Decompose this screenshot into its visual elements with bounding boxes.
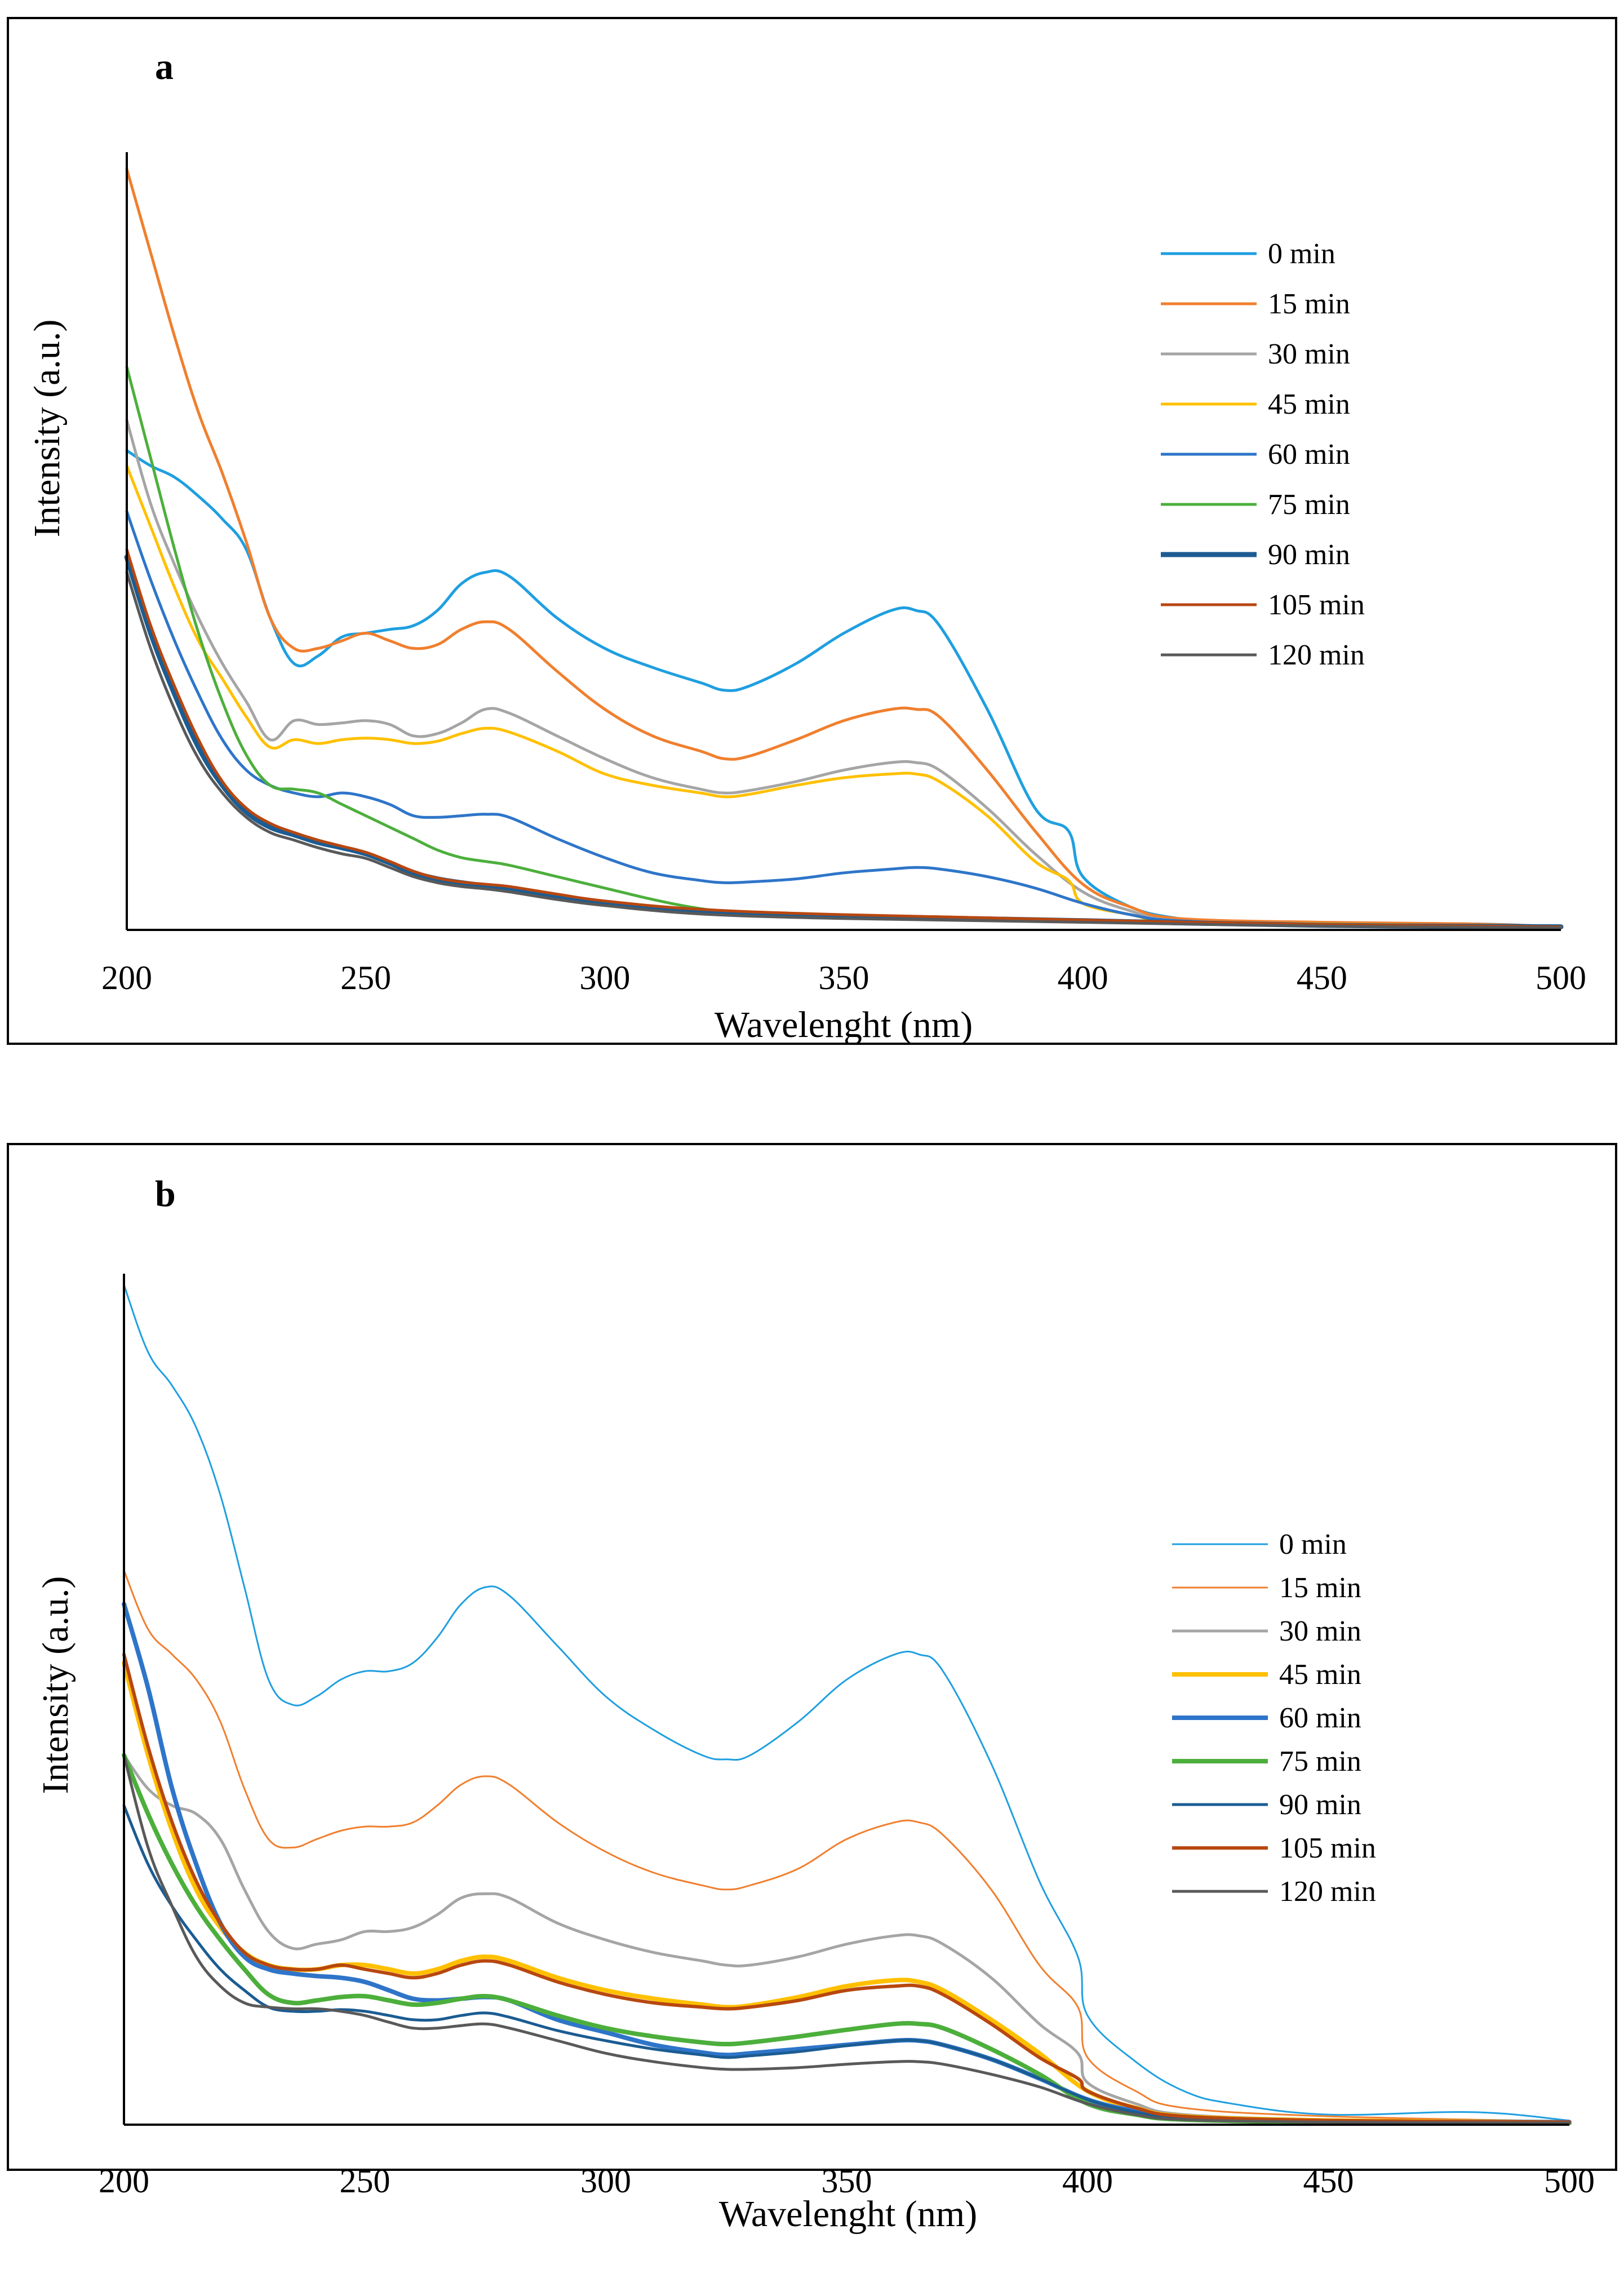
- series-group-b: [122, 1284, 1572, 2125]
- legend-label: 60 min: [1279, 1702, 1361, 1734]
- series-group-a: [124, 167, 1564, 930]
- x-ticks-b: 200 250 300 350 400 450 500: [99, 2162, 1595, 2200]
- series-line-45-min: [125, 464, 1563, 929]
- legend-label: 0 min: [1268, 238, 1335, 270]
- x-tick-label: 450: [1303, 2162, 1354, 2200]
- x-tick-label: 200: [99, 2162, 149, 2200]
- legend-b: 0 min 15 min 30 min 45 min 60 min 75 min 90 mi…: [1172, 1528, 1376, 1908]
- legend-label: 75 min: [1279, 1745, 1361, 1778]
- x-tick-label: 450: [1297, 959, 1347, 996]
- series-line-105-min: [125, 548, 1563, 929]
- x-ticks-a: 200 250 300 350 400 450 500: [101, 959, 1586, 996]
- legend-label: 75 min: [1268, 489, 1350, 521]
- series-line-30-min: [122, 1753, 1571, 2124]
- series-line-120-min: [122, 1753, 1571, 2125]
- panel-label-a: a: [155, 46, 174, 87]
- legend-a: 0 min 15 min 30 min 45 min 60 min 75 min 90 mi…: [1161, 238, 1365, 671]
- legend-label: 30 min: [1279, 1615, 1361, 1647]
- series-line-15-min: [125, 167, 1563, 929]
- legend-label: 0 min: [1279, 1528, 1347, 1561]
- legend-label: 30 min: [1268, 338, 1350, 370]
- panel-b: b 200 250 300 350 400 450 500 Wavelenght (nm) …: [7, 1143, 1617, 2235]
- x-tick-label: 250: [340, 959, 391, 996]
- plot-frame-b: [7, 1143, 1617, 2171]
- panel-a: a 200 250 300 350 400 450 500 Wavelenght (nm) …: [7, 17, 1617, 1045]
- series-line-60-min: [125, 510, 1563, 929]
- x-tick-label: 500: [1544, 2162, 1595, 2200]
- x-tick-label: 400: [1062, 2162, 1113, 2200]
- x-tick-label: 300: [580, 2162, 631, 2200]
- plot-frame-a: [7, 17, 1617, 1045]
- x-tick-label: 350: [819, 959, 869, 996]
- series-line-15-min: [123, 1570, 1570, 2122]
- series-line-0-min: [123, 1284, 1570, 2122]
- x-axis-label-b: Wavelenght (nm): [719, 2193, 977, 2235]
- y-axis-label-a: Intensity (a.u.): [26, 320, 68, 538]
- x-tick-label: 350: [822, 2162, 872, 2200]
- legend-label: 90 min: [1279, 1789, 1361, 1821]
- x-tick-label: 300: [579, 959, 630, 996]
- legend-label: 90 min: [1268, 539, 1350, 571]
- x-tick-label: 400: [1058, 959, 1108, 996]
- legend-label: 120 min: [1268, 639, 1365, 671]
- series-line-30-min: [125, 419, 1563, 929]
- panel-label-b: b: [155, 1173, 176, 1215]
- legend-label: 45 min: [1279, 1659, 1361, 1691]
- y-axis-label-b: Intensity (a.u.): [35, 1576, 76, 1794]
- legend-label: 15 min: [1279, 1572, 1361, 1604]
- x-axis-label-a: Wavelenght (nm): [715, 1004, 973, 1045]
- legend-label: 45 min: [1268, 388, 1350, 420]
- legend-label: 60 min: [1268, 438, 1350, 471]
- x-tick-label: 200: [101, 959, 152, 996]
- series-line-120-min: [125, 571, 1563, 929]
- legend-label: 105 min: [1279, 1832, 1376, 1864]
- x-tick-label: 500: [1536, 959, 1586, 996]
- series-line-105-min: [122, 1652, 1571, 2124]
- x-tick-label: 250: [340, 2162, 391, 2200]
- legend-label: 15 min: [1268, 288, 1350, 320]
- legend-label: 120 min: [1279, 1876, 1376, 1908]
- legend-label: 105 min: [1268, 589, 1365, 621]
